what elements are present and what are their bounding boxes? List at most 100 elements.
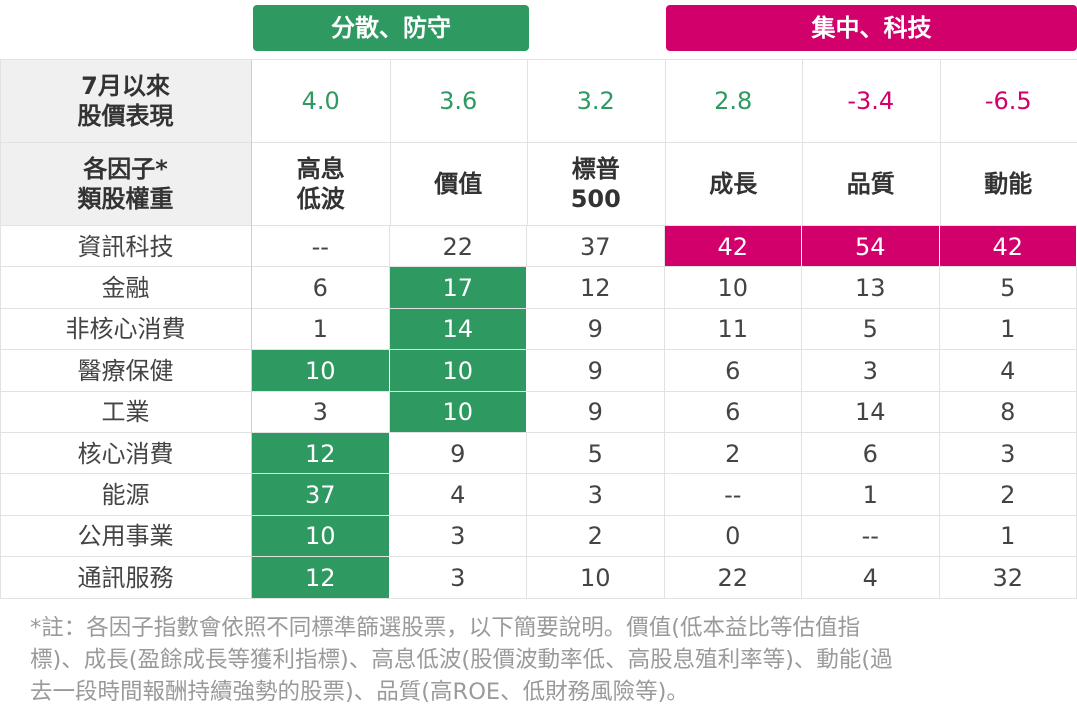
cell: 5 (527, 433, 665, 475)
cell: 5 (802, 308, 940, 351)
performance-value: 3.6 (439, 87, 478, 115)
cell: 3 (390, 515, 527, 558)
row-header: 7月以來 股價表現 (0, 60, 251, 142)
row-label: 非核心消費 (65, 315, 186, 344)
performance-value: 3.2 (576, 87, 615, 115)
header-line: 各因子* (83, 155, 168, 183)
cell: 1 (252, 308, 390, 351)
row-divider (0, 514, 1077, 516)
cell: 32 (940, 557, 1077, 599)
cell: 17 (389, 267, 527, 309)
cell: 1 (940, 515, 1077, 558)
cell: 6 (802, 433, 940, 475)
cell: 10 (665, 267, 802, 309)
row-label: 核心消費 (77, 439, 174, 468)
cell: 6 (665, 391, 802, 433)
cell: 8 (940, 391, 1077, 433)
header-line: 7月以來 (81, 72, 170, 100)
row-divider (0, 597, 1077, 599)
row-divider (0, 142, 1077, 143)
performance-value: 2.8 (714, 87, 753, 115)
cell: 54 (802, 226, 940, 268)
cell: 12 (252, 433, 390, 475)
cell: 6 (252, 267, 390, 309)
cell: 3 (252, 391, 390, 433)
cell: 3 (802, 350, 940, 392)
row-divider (0, 266, 1077, 268)
cell: 12 (527, 267, 665, 309)
performance-value: 4.0 (301, 87, 340, 115)
header-line: 品質 (846, 170, 895, 198)
cell: 2 (527, 515, 665, 558)
cell: 10 (389, 350, 527, 392)
cell: -- (665, 474, 802, 516)
column-divider (939, 60, 941, 226)
row-divider (0, 556, 1077, 558)
header-line: 動能 (984, 170, 1033, 198)
row-label: 公用事業 (77, 522, 174, 551)
cell: 42 (939, 226, 1077, 268)
cell: -- (252, 226, 390, 268)
footnote: 去一段時間報酬持續強勢的股票)、品質(高ROE、低財務風險等)。 (30, 679, 689, 705)
column-divider (802, 60, 803, 226)
column-header: 高息 低波 (252, 143, 390, 225)
cell: 10 (252, 515, 390, 558)
footnote: 標)、成長(盈餘成長等獲利指標)、高息低波(股價波動率低、高股息殖利率等)、動能… (30, 647, 893, 673)
group-badge: 分散、防守 (253, 5, 529, 51)
row-divider (0, 473, 1077, 475)
cell: 3 (527, 474, 665, 516)
cell: 3 (390, 557, 527, 599)
cell: 5 (940, 267, 1077, 309)
cell: -- (802, 515, 940, 558)
column-divider (527, 60, 528, 226)
row-label: 金融 (101, 274, 150, 303)
row-divider (0, 432, 1077, 433)
cell: 10 (389, 391, 527, 433)
column-header: 成長 (665, 143, 803, 225)
cell: 4 (802, 557, 940, 599)
cell: 0 (665, 515, 802, 558)
cell: 42 (664, 226, 802, 268)
performance-value: -3.4 (847, 87, 895, 115)
column-header: 標普 500 (527, 143, 665, 225)
cell: 2 (940, 474, 1077, 516)
header-line: 高息 (296, 155, 345, 183)
cell: 37 (252, 474, 390, 516)
cell: 37 (527, 226, 665, 268)
footnote: *註：各因子指數會依照不同標準篩選股票，以下簡要說明。價值(低本益比等估值指 (30, 615, 861, 641)
cell: 1 (940, 308, 1077, 351)
cell: 14 (802, 391, 940, 433)
header-line: 500 (570, 185, 621, 213)
column-divider (251, 60, 252, 598)
row-divider (0, 307, 1077, 309)
row-divider (0, 349, 1077, 351)
row-label: 醫療保健 (77, 356, 174, 385)
cell: 9 (527, 391, 665, 433)
column-header: 價值 (390, 143, 528, 225)
row-divider (0, 225, 1077, 226)
column-header: 品質 (802, 143, 940, 225)
cell: 10 (252, 350, 390, 392)
row-label: 工業 (101, 398, 150, 427)
cell: 1 (802, 474, 940, 516)
cell: 9 (527, 350, 665, 392)
group-badge: 集中、科技 (666, 5, 1077, 51)
cell: 3 (940, 433, 1077, 475)
row-label: 能源 (101, 481, 150, 510)
performance-value: -6.5 (984, 87, 1032, 115)
cell: 14 (389, 308, 527, 351)
cell: 13 (802, 267, 940, 309)
row-divider (0, 390, 1077, 392)
cell: 4 (940, 350, 1077, 392)
cell: 6 (665, 350, 802, 392)
cell: 9 (390, 433, 527, 475)
table-border (0, 60, 1, 598)
row-header: 各因子* 類股權重 (0, 143, 251, 225)
column-divider (389, 60, 391, 226)
header-line: 價值 (434, 170, 483, 198)
cell: 22 (665, 557, 802, 599)
header-line: 股價表現 (77, 102, 174, 130)
header-line: 標普 (571, 155, 620, 183)
header-line: 成長 (709, 170, 758, 198)
